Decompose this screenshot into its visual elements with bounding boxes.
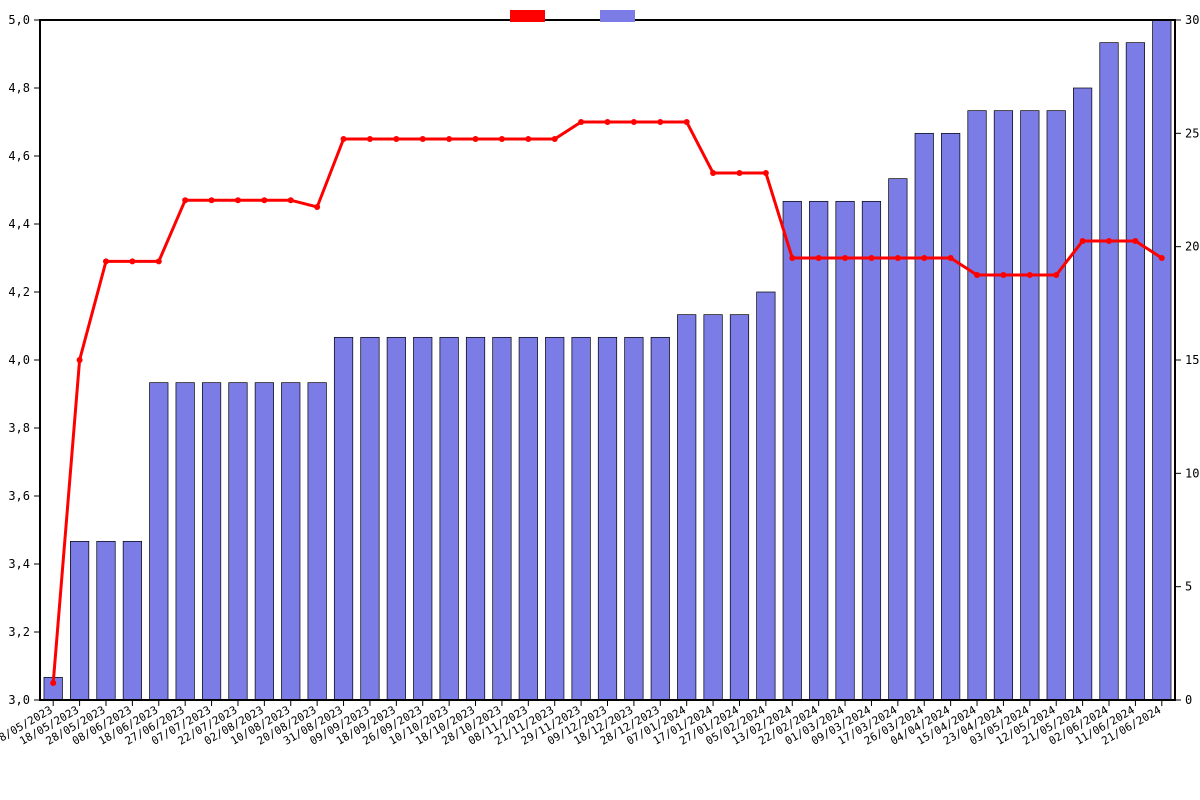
svg-text:4,8: 4,8 [8, 81, 30, 95]
svg-text:5: 5 [1185, 580, 1192, 594]
svg-text:25: 25 [1185, 126, 1199, 140]
combo-chart: 3,0 3,2 3,4 3,6 3,8 4,0 4,2 4,4 4,6 4,8 5,0 0 5 10 15 2… [0, 0, 1200, 800]
svg-text:4,4: 4,4 [8, 217, 30, 231]
svg-text:4,2: 4,2 [8, 285, 30, 299]
svg-text:3,0: 3,0 [8, 693, 30, 707]
svg-text:3,4: 3,4 [8, 557, 30, 571]
chart-container: 3,0 3,2 3,4 3,6 3,8 4,0 4,2 4,4 4,6 4,8 5,0 0 5 10 15 2… [0, 0, 1200, 800]
svg-text:20: 20 [1185, 240, 1199, 254]
svg-text:3,8: 3,8 [8, 421, 30, 435]
svg-text:3,2: 3,2 [8, 625, 30, 639]
svg-text:30: 30 [1185, 13, 1199, 27]
svg-text:5,0: 5,0 [8, 13, 30, 27]
svg-text:4,0: 4,0 [8, 353, 30, 367]
svg-text:4,6: 4,6 [8, 149, 30, 163]
svg-text:0: 0 [1185, 693, 1192, 707]
svg-text:15: 15 [1185, 353, 1199, 367]
svg-text:10: 10 [1185, 466, 1199, 480]
svg-text:3,6: 3,6 [8, 489, 30, 503]
